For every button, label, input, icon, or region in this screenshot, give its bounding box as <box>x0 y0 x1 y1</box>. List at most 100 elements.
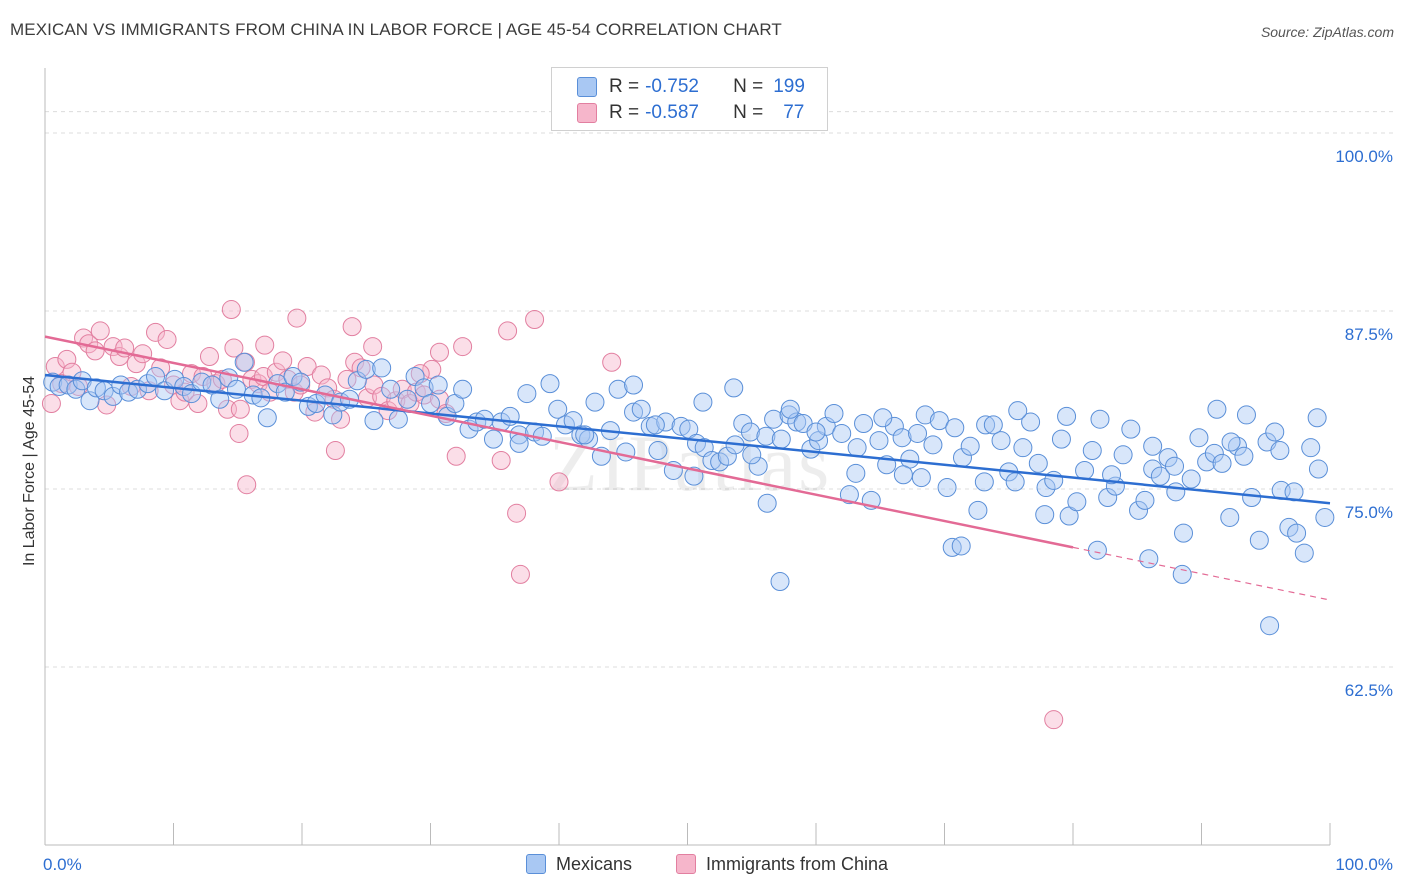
mexicans-point <box>1172 564 1192 584</box>
legend-row-mexicans: R = -0.752 N = 199 <box>577 75 805 99</box>
mexicans-point <box>1166 482 1186 502</box>
mexicans-point <box>428 375 448 395</box>
mexicans-point <box>983 415 1003 435</box>
mexicans-point <box>1212 453 1232 473</box>
china-point <box>325 441 345 461</box>
china-point <box>90 321 110 341</box>
china-point <box>510 564 530 584</box>
mexicans-point <box>1143 436 1163 456</box>
source-label: Source: ZipAtlas.com <box>1260 24 1394 40</box>
mexicans-point <box>103 386 123 406</box>
china-point <box>188 394 208 414</box>
mexicans-point <box>291 372 311 392</box>
mexicans-point <box>974 472 994 492</box>
mexicans-point <box>892 428 912 448</box>
china-point <box>410 364 430 384</box>
mexicans-point <box>1174 523 1194 543</box>
legend-r-value: -0.587 <box>645 102 699 123</box>
mexicans-point <box>86 378 106 398</box>
mexicans-point <box>710 452 730 472</box>
china-point <box>224 338 244 358</box>
mexicans-point <box>846 463 866 483</box>
bottom-legend-swatch-blue <box>526 854 546 874</box>
china-point <box>491 451 511 470</box>
mexicans-point <box>806 422 826 442</box>
mexicans-point <box>1270 441 1290 461</box>
mexicans-point <box>1236 405 1256 425</box>
china-trend-line <box>44 335 1074 549</box>
china-point <box>363 337 383 357</box>
mexicans-point <box>960 436 980 456</box>
mexicans-point <box>757 493 777 513</box>
legend-n-value: 77 <box>783 102 805 123</box>
bottom-legend-swatch-pink <box>676 854 696 874</box>
mexicans-point <box>945 418 965 438</box>
mexicans-point <box>372 358 392 378</box>
china-point <box>57 349 77 369</box>
x-tick-label: 0.0% <box>43 855 82 874</box>
mexicans-point <box>1005 472 1025 492</box>
mexicans-point <box>509 433 529 453</box>
mexicans-point <box>1035 505 1055 525</box>
mexicans-point <box>364 411 384 431</box>
china-point <box>498 321 518 341</box>
mexicans-point <box>381 379 401 399</box>
bottom-legend-label: Mexicans <box>556 853 633 874</box>
mexicans-point <box>1265 422 1285 442</box>
mexicans-point <box>388 409 408 429</box>
mexicans-point <box>624 402 644 422</box>
mexicans-point <box>908 423 928 443</box>
legend-r-label: R = <box>609 102 640 123</box>
mexicans-point <box>356 359 376 379</box>
mexicans-point <box>847 438 867 458</box>
x-tick-label: 100.0% <box>1335 855 1393 874</box>
china-point <box>157 329 177 349</box>
mexicans-point <box>1113 445 1133 465</box>
series-mexicans-points <box>43 352 1335 636</box>
legend-r-value: -0.752 <box>645 76 699 97</box>
mexicans-point <box>1008 401 1028 421</box>
china-point <box>41 394 61 414</box>
mexicans-point <box>923 435 943 455</box>
legend-swatch-pink <box>577 103 597 123</box>
mexicans-point <box>585 392 605 412</box>
bottom-legend-china: Immigrants from China <box>676 852 888 876</box>
mexicans-point <box>929 411 949 431</box>
mexicans-point <box>1301 438 1321 458</box>
mexicans-point <box>1135 490 1155 510</box>
y-tick-label: 87.5% <box>1345 325 1393 344</box>
china-point <box>602 352 622 372</box>
mexicans-point <box>1087 540 1107 560</box>
china-point <box>525 310 545 330</box>
mexicans-point <box>671 416 691 436</box>
china-point <box>237 475 257 495</box>
mexicans-point <box>869 431 889 451</box>
axes <box>44 68 1331 846</box>
mexicans-point <box>1121 419 1141 439</box>
mexicans-point <box>1207 399 1227 419</box>
mexicans-point <box>991 431 1011 451</box>
mexicans-point <box>1234 446 1254 466</box>
mexicans-point <box>1090 409 1110 429</box>
chart-title: MEXICAN VS IMMIGRANTS FROM CHINA IN LABO… <box>10 20 782 39</box>
mexicans-point <box>771 429 791 449</box>
mexicans-point <box>1189 428 1209 448</box>
mexicans-point <box>1221 432 1241 452</box>
mexicans-point <box>1260 616 1280 636</box>
china-point <box>1044 710 1064 730</box>
watermark: ZIPatlas <box>549 420 832 508</box>
mexicans-point <box>1057 406 1077 426</box>
legend-n-label: N = <box>733 76 764 97</box>
mexicans-point <box>839 485 859 505</box>
mexicans-point <box>1013 438 1033 458</box>
china-trend-extension <box>1072 546 1331 601</box>
china-point <box>287 308 307 328</box>
mexicans-point <box>624 375 644 395</box>
mexicans-point <box>976 415 996 435</box>
mexicans-point <box>548 399 568 419</box>
mexicans-point <box>616 442 636 462</box>
china-point <box>429 342 449 362</box>
mexicans-point <box>1102 465 1122 485</box>
mexicans-point <box>756 426 776 446</box>
